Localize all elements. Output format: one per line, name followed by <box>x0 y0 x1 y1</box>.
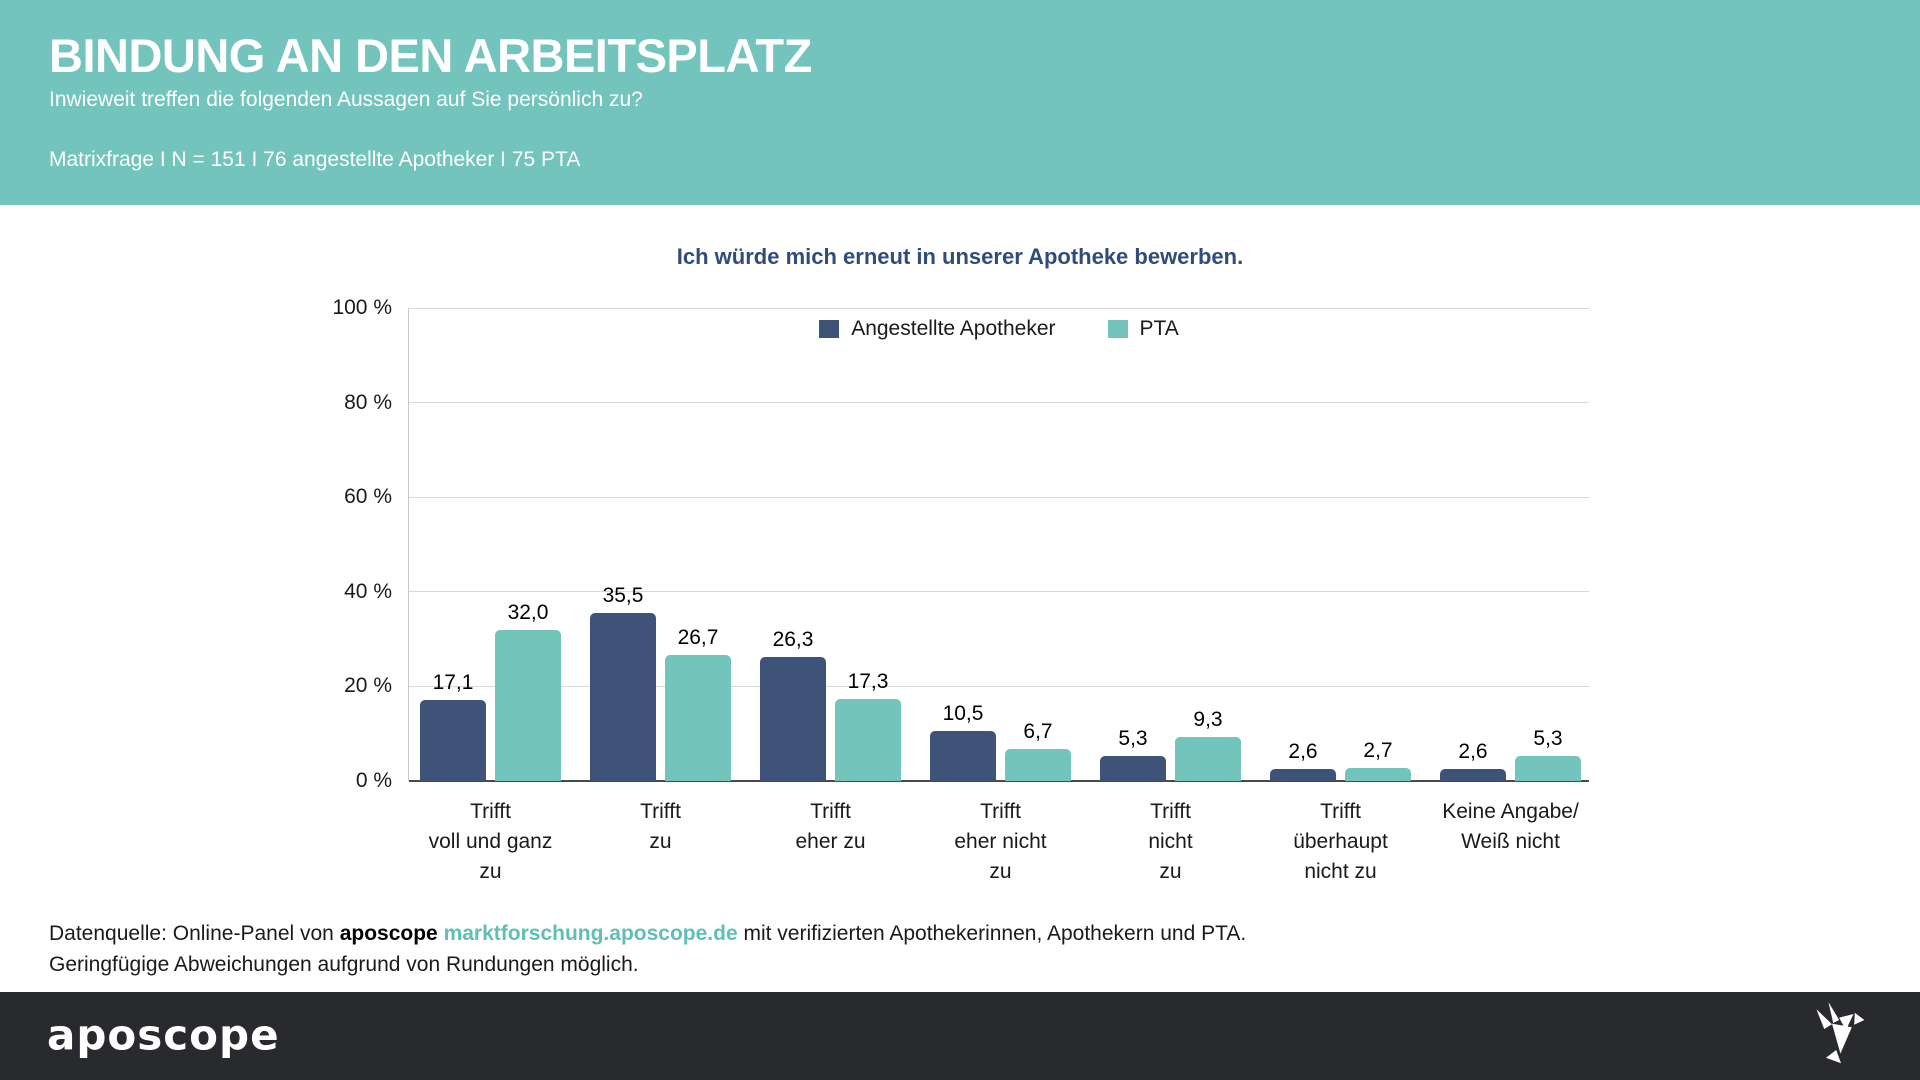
bar-pta <box>495 629 561 781</box>
x-category-label: Trifft eher nicht zu <box>954 800 1047 883</box>
chart-legend: Angestellte Apotheker PTA <box>409 317 1589 341</box>
bar-value-label: 6,7 <box>1023 720 1053 744</box>
page-title: BINDUNG AN DEN ARBEITSPLATZ <box>49 29 812 82</box>
aposcope-link[interactable]: marktforschung.aposcope.de <box>443 922 738 945</box>
bar-value-label: 2,7 <box>1363 739 1393 763</box>
y-tick-label: 60 % <box>344 485 392 509</box>
bar-value-label: 17,1 <box>432 671 474 695</box>
legend-item-pta: PTA <box>1107 317 1179 341</box>
bar-apotheker <box>1100 755 1166 781</box>
x-axis-line <box>409 780 1589 782</box>
gridline <box>409 402 1589 404</box>
bar-value-label: 17,3 <box>847 670 889 694</box>
bar-pta <box>1345 768 1411 781</box>
bar-value-label: 2,6 <box>1288 739 1318 763</box>
legend-label: PTA <box>1139 317 1179 340</box>
x-category-label: Trifft zu <box>640 800 681 853</box>
bar-value-label: 2,6 <box>1458 739 1488 763</box>
source-text-prefix: Datenquelle: Online-Panel von <box>49 922 340 945</box>
bar-apotheker <box>420 700 486 781</box>
y-tick-label: 0 % <box>355 769 392 792</box>
gridline <box>409 685 1589 687</box>
x-category-label: Keine Angabe/ Weiß nicht <box>1442 800 1579 853</box>
x-category-label: Trifft überhaupt nicht zu <box>1293 800 1388 883</box>
gridline <box>409 307 1589 309</box>
bar-apotheker <box>930 731 996 781</box>
source-line-1: Datenquelle: Online-Panel von aposcope m… <box>49 918 1246 949</box>
page-subtitle: Inwieweit treffen die folgenden Aussagen… <box>49 88 643 111</box>
bar-value-label: 35,5 <box>602 584 644 608</box>
source-text-suffix: mit verifizierten Apothekerinnen, Apothe… <box>737 922 1247 945</box>
bar-value-label: 10,5 <box>942 702 984 726</box>
y-tick-label: 80 % <box>344 390 392 414</box>
bar-apotheker <box>1270 768 1336 781</box>
x-category-label: Trifft nicht zu <box>1148 800 1193 883</box>
bar-pta <box>1005 749 1071 781</box>
bar-pta <box>665 654 731 781</box>
header-band: BINDUNG AN DEN ARBEITSPLATZ Inwieweit tr… <box>0 0 1920 205</box>
bar-apotheker <box>760 656 826 781</box>
legend-swatch <box>819 320 840 338</box>
survey-meta: Matrixfrage I N = 151 I 76 angestellte A… <box>49 148 581 171</box>
bar-pta <box>835 699 901 781</box>
bar-value-label: 5,3 <box>1533 726 1563 750</box>
chart-title: Ich würde mich erneut in unserer Apothek… <box>676 244 1244 269</box>
bar-apotheker <box>590 613 656 781</box>
bar-value-label: 32,0 <box>507 600 549 624</box>
bar-pta <box>1175 737 1241 781</box>
bar-chart: Angestellte Apotheker PTA 0 % 20 % 40 % 60 %… <box>332 296 1589 883</box>
footer-band: aposcope <box>0 992 1920 1080</box>
bar-value-label: 9,3 <box>1193 708 1223 732</box>
brand-text: aposcope <box>339 922 444 945</box>
bar-value-label: 5,3 <box>1118 726 1148 750</box>
gridline <box>409 496 1589 498</box>
aposcope-logo: aposcope <box>47 1010 280 1060</box>
bar-value-label: 26,3 <box>772 627 814 651</box>
x-category-label: Trifft eher zu <box>795 800 866 853</box>
legend-item-apotheker: Angestellte Apotheker <box>819 317 1056 341</box>
bar-pta <box>1515 755 1581 781</box>
origami-bird-icon <box>1816 1002 1865 1064</box>
legend-swatch <box>1107 320 1128 338</box>
rounding-note: Geringfügige Abweichungen aufgrund von R… <box>49 953 639 976</box>
bar-apotheker <box>1440 768 1506 781</box>
y-tick-label: 20 % <box>344 674 392 698</box>
x-category-label: Trifft voll und ganz zu <box>428 800 553 883</box>
legend-label: Angestellte Apotheker <box>851 317 1056 340</box>
source-note: Datenquelle: Online-Panel von aposcope m… <box>49 918 1246 980</box>
gridline <box>409 591 1589 593</box>
bar-value-label: 26,7 <box>677 625 719 649</box>
y-tick-label: 100 % <box>332 296 392 319</box>
y-tick-label: 40 % <box>344 579 392 603</box>
